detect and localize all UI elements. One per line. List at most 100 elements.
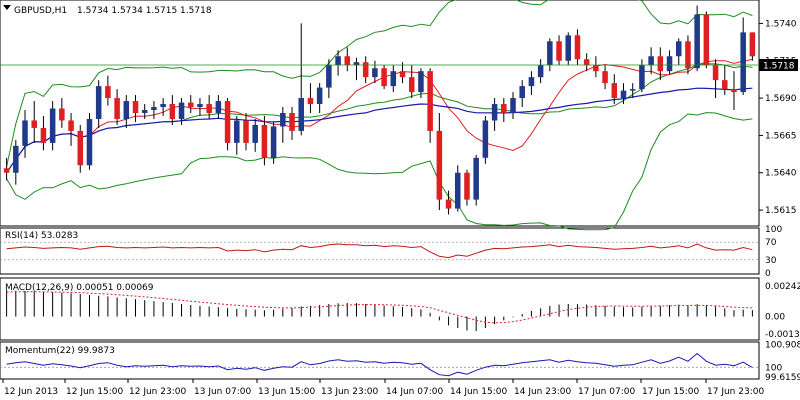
candle	[316, 83, 323, 113]
price-tick-label: 1.5665	[765, 131, 797, 141]
candle-body	[556, 41, 562, 61]
candle	[344, 47, 351, 72]
momentum-line	[6, 352, 753, 377]
candle	[629, 83, 636, 99]
candle	[722, 65, 728, 96]
rsi-tick-label: 100	[765, 225, 782, 235]
time-tick-label: 17 Jun 23:00	[707, 387, 764, 397]
candle-body	[197, 104, 203, 108]
candle-body	[141, 110, 148, 113]
candle	[418, 68, 424, 99]
candle-body	[491, 104, 498, 121]
menu-triangle-icon[interactable]	[3, 5, 11, 10]
candle-body	[381, 68, 387, 87]
momentum-panel-frame	[0, 341, 760, 380]
macd-tick-label: 0.00	[765, 313, 785, 323]
chart-frames	[0, 0, 760, 380]
rsi-title: RSI(14) 53.0283	[5, 231, 78, 241]
candle-body	[648, 56, 654, 66]
candle	[298, 23, 304, 136]
candle-body	[234, 120, 240, 143]
candle	[215, 95, 222, 119]
candle-body	[547, 41, 553, 66]
candle	[620, 83, 627, 105]
candle	[537, 59, 544, 84]
candle	[482, 115, 489, 164]
candle	[59, 98, 65, 128]
candle	[353, 57, 360, 81]
candle	[68, 113, 74, 146]
candle	[528, 71, 535, 96]
candle-body	[261, 124, 268, 158]
slow-ma-line	[6, 87, 753, 174]
candle-body	[289, 113, 295, 131]
time-tick-label: 17 Jun 07:00	[578, 387, 635, 397]
candle-body	[611, 83, 618, 99]
candle	[445, 190, 452, 215]
candle-body	[151, 107, 157, 111]
candle	[602, 65, 608, 90]
candle-body	[408, 77, 415, 93]
candle	[178, 98, 185, 125]
candle	[234, 115, 240, 155]
candle	[13, 139, 19, 185]
time-tick-label: 13 Jun 23:00	[321, 387, 378, 397]
macd-panel-frame	[0, 277, 760, 341]
candle-body	[519, 86, 525, 99]
candle-body	[629, 89, 636, 91]
candle-body	[528, 77, 535, 87]
candle	[611, 74, 618, 105]
candle-body	[344, 56, 351, 66]
candle-body	[427, 71, 433, 131]
candle	[436, 113, 443, 211]
candle-body	[326, 65, 332, 88]
candle	[206, 95, 212, 119]
candle	[675, 38, 682, 66]
candle	[335, 50, 341, 76]
candle-body	[685, 41, 691, 69]
current-price-label: 1.5718	[763, 62, 795, 72]
time-tick-label: 14 Jun 15:00	[450, 387, 507, 397]
upper-band-line	[6, 0, 753, 167]
candle	[381, 65, 387, 90]
candle-body	[749, 32, 756, 57]
momentum-tick-label: 99.6159	[765, 373, 800, 383]
price-tick-label: 1.5690	[765, 94, 797, 104]
candle	[169, 95, 176, 125]
candle	[390, 65, 397, 93]
candle	[657, 47, 664, 81]
momentum-tick-label: 100.9082	[765, 341, 800, 351]
candle-body	[482, 120, 489, 158]
moving-averages	[6, 59, 753, 174]
candle	[583, 53, 590, 72]
candle-body	[123, 101, 130, 119]
candle-body	[270, 126, 277, 158]
candle-body	[583, 59, 590, 66]
price-tick-label: 1.5615	[765, 206, 797, 216]
candle-body	[574, 35, 581, 60]
candle-body	[169, 104, 176, 119]
macd-title: MACD(12,26,9) 0.00051 0.00069	[5, 283, 154, 293]
price-tick-label: 1.5740	[765, 19, 797, 29]
candle-body	[215, 101, 222, 113]
candle-body	[602, 71, 608, 84]
time-tick-label: 14 Jun 23:00	[514, 387, 571, 397]
candle-body	[473, 157, 479, 200]
candle	[372, 60, 378, 84]
candle	[648, 47, 654, 75]
candle	[280, 107, 286, 143]
candle	[40, 115, 47, 151]
candle-body	[280, 113, 286, 127]
candle	[455, 165, 461, 212]
time-axis: 12 Jun 2013 12 Jun 15:00 12 Jun 23:00 13 Ju…	[2, 379, 764, 397]
candle	[473, 154, 479, 206]
candle-body	[593, 65, 599, 72]
momentum-title: Momentum(22) 99.9873	[5, 346, 115, 356]
candle-body	[565, 35, 572, 61]
ohlc-label: 1.5734 1.5734 1.5715 1.5718	[77, 6, 212, 16]
candle-body	[178, 102, 185, 119]
candle	[427, 68, 433, 143]
